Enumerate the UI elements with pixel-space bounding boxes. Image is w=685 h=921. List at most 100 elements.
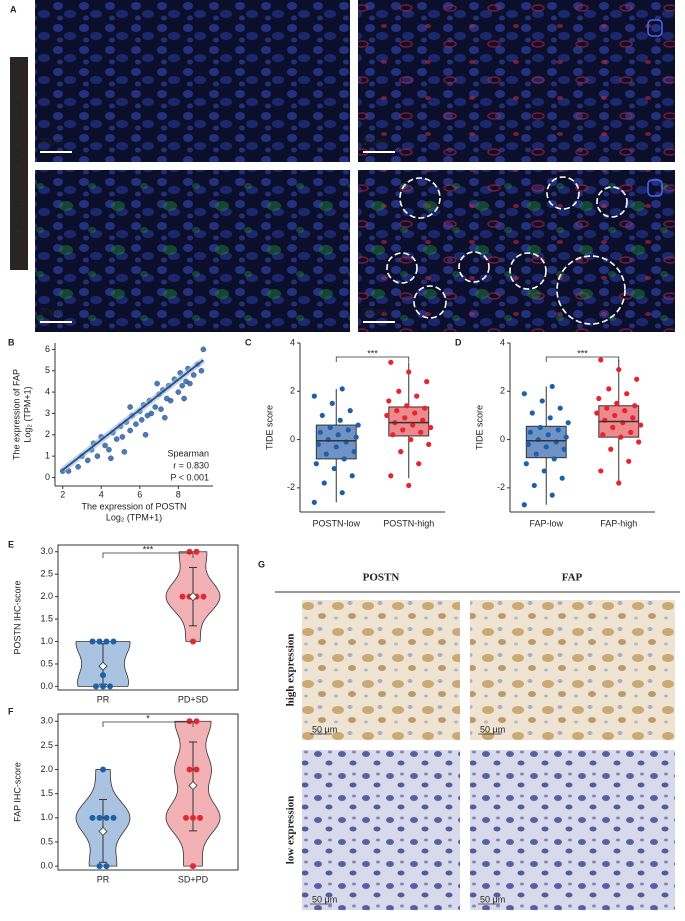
scale-bar-label: 20μm xyxy=(363,306,386,316)
stain-label: FAP xyxy=(13,147,23,163)
point xyxy=(388,359,394,365)
point xyxy=(418,429,424,435)
point xyxy=(426,441,432,447)
panel-label: C xyxy=(245,337,252,347)
point xyxy=(630,415,636,421)
point xyxy=(628,429,634,435)
panel-label: E xyxy=(8,539,14,549)
point xyxy=(96,638,103,645)
point xyxy=(521,502,527,508)
point xyxy=(339,386,345,392)
scale-bar-label: 50 μm xyxy=(480,894,505,904)
point xyxy=(127,404,133,410)
point xyxy=(410,422,416,428)
box xyxy=(315,424,357,460)
y-tick-label: 1 xyxy=(45,450,50,460)
point xyxy=(598,357,604,363)
point xyxy=(622,408,628,414)
micrograph xyxy=(35,170,350,332)
significance-bracket xyxy=(335,356,410,362)
y-tick-label: 2.5 xyxy=(40,740,53,750)
region-circle xyxy=(509,252,547,290)
y-tick-label: 3.0 xyxy=(40,716,53,726)
region-circle xyxy=(546,176,580,210)
point xyxy=(200,346,207,353)
point xyxy=(420,417,426,423)
point xyxy=(119,434,126,440)
point xyxy=(127,427,133,434)
point xyxy=(596,395,602,402)
y-tick-label: 0.0 xyxy=(40,861,53,871)
y-axis-label: POSTN IHC-score xyxy=(12,580,22,654)
panel-label: B xyxy=(8,337,15,347)
y-tick-label: 4 xyxy=(45,386,50,396)
point xyxy=(193,548,200,555)
point xyxy=(106,446,112,453)
point xyxy=(335,432,341,438)
region-circle xyxy=(556,255,626,325)
panel-label: G xyxy=(258,559,265,569)
point xyxy=(327,424,333,431)
stain-label: DAPI xyxy=(13,99,23,120)
y-tick-label: 0 xyxy=(290,434,295,444)
point xyxy=(103,863,110,870)
row-label: low expression xyxy=(285,796,297,865)
point xyxy=(110,638,117,645)
point xyxy=(186,548,193,555)
point xyxy=(616,366,622,373)
point xyxy=(190,372,197,378)
x-tick-label: SD+PD xyxy=(178,874,209,884)
point xyxy=(565,420,571,426)
point xyxy=(406,369,412,375)
significance-label: *** xyxy=(367,348,378,358)
point xyxy=(604,405,610,411)
cell-highlight xyxy=(647,19,663,37)
point xyxy=(113,436,120,442)
point xyxy=(162,414,168,421)
y-tick-label: 2.0 xyxy=(40,591,53,601)
point xyxy=(614,400,620,406)
x-tick-label: FAP-low xyxy=(529,518,563,528)
y-axis-label: FAP IHC-score xyxy=(12,762,22,822)
y-tick-label: 1.5 xyxy=(40,613,53,623)
point xyxy=(110,814,117,821)
y-tick-label: 1.5 xyxy=(40,788,53,798)
point xyxy=(158,406,164,412)
x-tick-label: POSTN-low xyxy=(312,518,360,528)
point xyxy=(547,415,553,421)
point xyxy=(181,395,187,402)
point xyxy=(626,458,632,464)
point xyxy=(193,766,200,773)
point xyxy=(424,379,430,385)
point xyxy=(549,492,555,498)
significance-bracket xyxy=(545,356,620,362)
y-tick-label: 2.5 xyxy=(40,569,53,579)
point xyxy=(422,405,428,411)
point xyxy=(634,376,640,382)
annotation: P < 0.001 xyxy=(170,472,209,482)
x-tick-label: 2 xyxy=(60,489,65,499)
point xyxy=(89,638,96,645)
region-circle xyxy=(458,251,490,283)
y-tick-label: 4 xyxy=(290,337,295,347)
panel-label: D xyxy=(455,337,462,347)
y-tick-label: 2 xyxy=(45,429,50,439)
point xyxy=(624,391,630,397)
mean-marker xyxy=(98,826,108,836)
column-header: FAP xyxy=(562,572,583,584)
point xyxy=(102,442,108,449)
ihc-image xyxy=(302,600,460,740)
point xyxy=(329,400,335,406)
y-tick-label: 0.5 xyxy=(40,836,53,846)
mean-marker xyxy=(188,592,198,602)
point xyxy=(386,398,392,404)
point xyxy=(323,451,329,457)
point xyxy=(598,468,604,474)
point xyxy=(632,403,638,409)
point xyxy=(311,393,317,399)
x-tick-label: 8 xyxy=(176,489,181,499)
x-tick-label: PR xyxy=(97,874,110,884)
y-tick-label: -2 xyxy=(497,482,505,492)
x-tick-label: POSTN-high xyxy=(383,518,434,528)
